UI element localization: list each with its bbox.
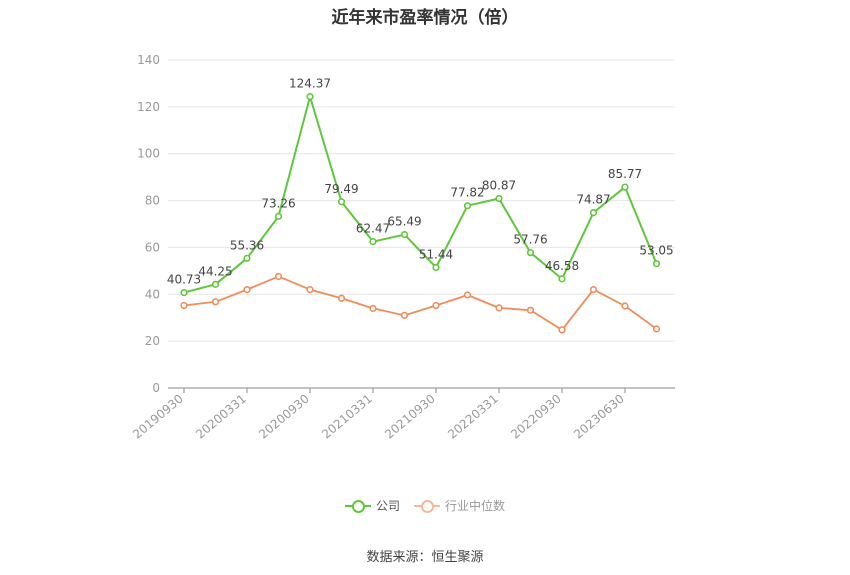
company-data-label-1: 44.25: [198, 264, 232, 278]
x-tick-label-20210930: 20210930: [382, 392, 438, 442]
industry-median-point-10: [495, 304, 503, 312]
industry-median-point-9: [463, 291, 472, 299]
y-tick-label-0: 0: [152, 381, 160, 395]
x-tick-label-20230630: 20230630: [571, 392, 627, 442]
company-point-7: [400, 230, 409, 239]
company-point-5: [337, 198, 346, 206]
industry-median-point-7: [400, 311, 409, 319]
company-point-4: [306, 93, 314, 101]
company-point-10: [495, 194, 503, 203]
x-tick-label-20220930: 20220930: [508, 392, 564, 442]
company-point-2: [243, 254, 251, 262]
series-line-company: [183, 95, 658, 294]
source-note: 数据来源：恒生聚源: [366, 550, 484, 565]
company-data-label-3: 73.26: [261, 196, 295, 210]
company-data-label-14: 85.77: [608, 167, 642, 181]
y-tick-label-20: 20: [145, 334, 160, 348]
company-data-label-0: 40.73: [167, 273, 201, 287]
industry-median-point-0: [180, 301, 188, 310]
company-data-label-9: 77.82: [450, 186, 484, 200]
company-point-8: [432, 263, 440, 272]
industry-median-point-4: [306, 286, 314, 294]
x-tick-label-20220331: 20220331: [445, 392, 501, 442]
company-point-1: [211, 280, 220, 288]
company-data-label-13: 74.87: [576, 193, 610, 207]
industry-median-point-8: [432, 301, 440, 310]
company-data-label-12: 46.58: [545, 259, 579, 273]
company-data-label-4: 124.37: [289, 77, 331, 91]
x-tick-label-20210331: 20210331: [319, 392, 375, 442]
legend-swatch-company: [344, 499, 371, 513]
company-point-3: [274, 212, 283, 220]
company-point-11: [526, 249, 535, 257]
chart-plot: 0 20 40 60 80 100 120 140 20190930 20200331 202009…: [130, 53, 675, 442]
company-point-12: [558, 275, 566, 283]
company-point-14: [621, 183, 629, 191]
industry-median-point-11: [526, 306, 535, 314]
company-data-label-5: 79.49: [324, 182, 358, 196]
series-line-industry-median: [183, 275, 658, 331]
company-point-0: [180, 288, 188, 297]
industry-median-point-13: [589, 286, 598, 294]
legend-item-industry-median[interactable]: 行业中位数: [414, 497, 505, 514]
x-tick-label-20200331: 20200331: [193, 392, 249, 442]
y-tick-label-140: 140: [137, 53, 160, 67]
legend-label-industry-median: 行业中位数: [445, 499, 506, 513]
y-tick-label-100: 100: [137, 147, 160, 161]
y-tick-label-40: 40: [145, 287, 160, 301]
y-tick-label-80: 80: [145, 194, 160, 208]
legend-swatch-industry-median: [414, 499, 440, 513]
company-data-label-15: 53.05: [639, 244, 673, 258]
company-data-label-11: 57.76: [513, 233, 547, 247]
company-data-label-2: 55.36: [230, 238, 264, 252]
industry-median-point-5: [337, 294, 346, 302]
company-point-6: [369, 238, 377, 246]
company-point-9: [463, 202, 472, 210]
company-data-label-7: 65.49: [387, 215, 421, 229]
company-point-13: [589, 208, 598, 217]
industry-median-point-6: [369, 304, 377, 312]
chart-title: 近年来市盈率情况（倍）: [331, 8, 519, 28]
legend-item-company[interactable]: 公司: [344, 497, 400, 514]
industry-median-point-14: [621, 302, 629, 310]
x-tick-label-20200930: 20200930: [256, 392, 312, 442]
industry-median-point-15: [652, 325, 661, 333]
company-point-15: [652, 260, 661, 268]
y-tick-label-120: 120: [137, 100, 160, 114]
industry-median-point-1: [211, 298, 220, 306]
legend-label-company: 公司: [375, 499, 400, 513]
y-tick-label-60: 60: [145, 240, 160, 254]
industry-median-point-3: [274, 272, 283, 281]
company-data-label-10: 80.87: [482, 179, 516, 193]
industry-median-point-2: [243, 286, 251, 294]
legend: 公司 行业中位数: [0, 497, 850, 514]
industry-median-point-12: [558, 326, 566, 334]
company-data-label-6: 62.47: [356, 222, 390, 236]
company-data-label-8: 51.44: [419, 247, 453, 261]
x-tick-label-20190930: 20190930: [130, 392, 186, 442]
